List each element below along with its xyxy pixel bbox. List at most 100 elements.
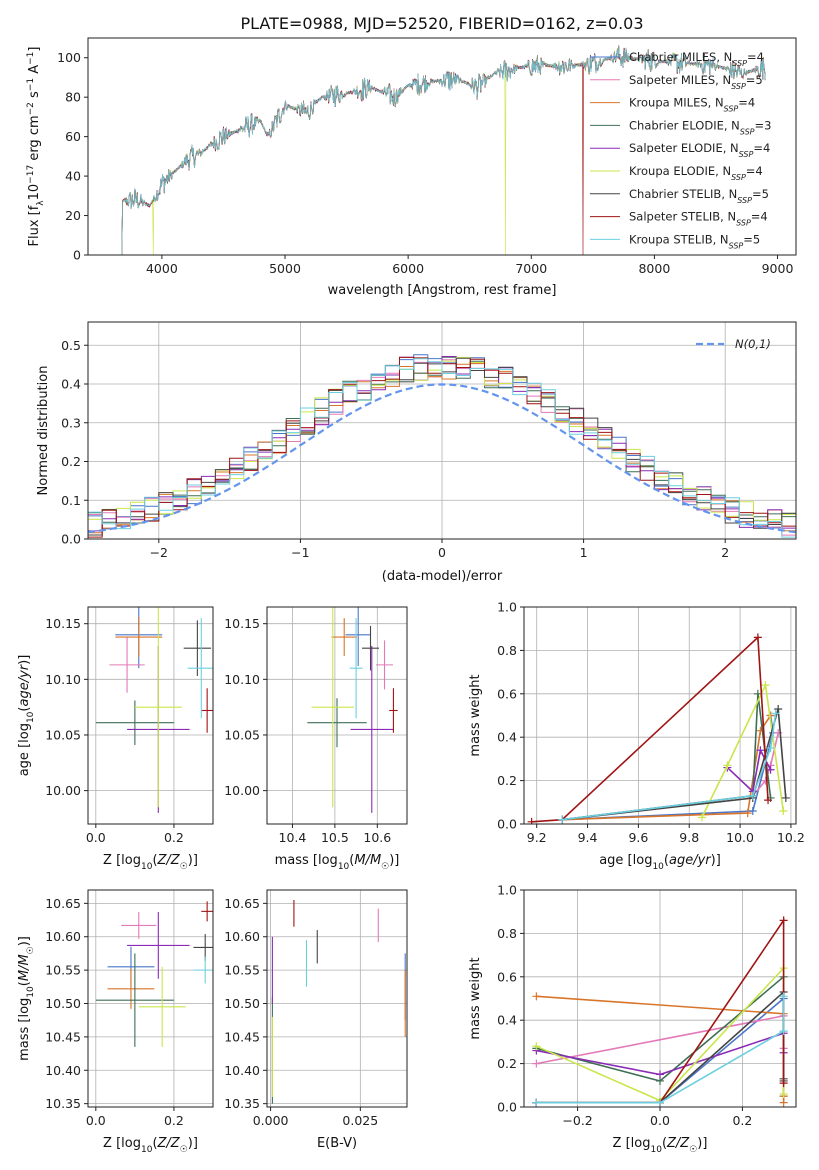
y-tick-label: 10.15 [224, 616, 260, 631]
label-part: age [log [17, 723, 32, 776]
plot-frame [87, 37, 797, 256]
weight-marker [532, 992, 541, 1001]
label-part: ( [17, 981, 32, 986]
mass-vs-metallicity-panel: 0.0 0.2 10.35 10.40 10.45 10.50 10.55 10.60 10.6… [17, 889, 214, 1155]
label-part: 10 [27, 184, 42, 201]
legend-text: Chabrier ELODIE, N [629, 118, 740, 132]
y-tick-label: 10.35 [45, 1096, 81, 1111]
spectrum-series-line [118, 46, 766, 255]
x-axis-label: wavelength [Angstrom, rest frame] [328, 283, 557, 298]
x-tick-label: 10.0 [726, 830, 754, 845]
y-tick-label: 10.05 [224, 727, 260, 742]
plot-frame [87, 606, 214, 825]
label-part: −2 [26, 102, 36, 115]
legend-label: Salpeter MILES, NSSP=5 [629, 73, 763, 91]
y-tick-label: 10.50 [45, 996, 81, 1011]
y-tick-label: 0.0 [497, 817, 517, 832]
axis-ticks: −2 −1 0 1 2 0.0 0.1 0.2 0.3 0.4 0.5 [61, 338, 729, 560]
legend-label: Salpeter ELODIE, NSSP=4 [629, 141, 770, 159]
label-part: 10 [141, 1145, 153, 1155]
label-part: −17 [26, 165, 36, 184]
weight-lines [532, 916, 788, 1107]
y-tick-label: 10.35 [224, 1096, 260, 1111]
label-part: erg cm [27, 115, 42, 164]
legend-text: Chabrier MILES, N [629, 50, 732, 64]
x-tick-label: 9.8 [679, 830, 699, 845]
legend-text: Kroupa ELODIE, N [629, 164, 731, 178]
grid-lines [88, 607, 213, 824]
legend-label: Kroupa MILES, NSSP=4 [629, 96, 755, 114]
y-tick-label: 0.0 [497, 1100, 517, 1115]
label-part: )] [711, 853, 721, 868]
label-part: ☉ [381, 862, 389, 872]
legend-text: Salpeter ELODIE, N [629, 141, 739, 155]
label-part: Z/Z [157, 853, 181, 868]
label-part: ☉ [689, 1145, 697, 1155]
label-part: Z/Z [666, 1136, 690, 1151]
x-tick-label: 10.6 [363, 830, 391, 845]
y-tick-label: 0.8 [497, 643, 517, 658]
weight-marker [656, 1098, 664, 1107]
y-tick-label: 0.4 [61, 377, 81, 392]
label-part: M/M [354, 853, 381, 868]
legend-text: =5 [752, 187, 769, 201]
weight-series-line [531, 635, 769, 823]
weight-marker [774, 704, 783, 713]
x-tick-label: −1 [291, 545, 309, 560]
x-tick-label: 1 [580, 545, 588, 560]
label-part: Z/Z [157, 1136, 181, 1151]
y-tick-label: 0.5 [61, 338, 81, 353]
label-part: 10 [650, 1145, 662, 1155]
normal-reference-curve [88, 383, 796, 534]
y-tick-label: 0.4 [497, 730, 517, 745]
x-axis-label: Z [log10(Z/Z☉)] [103, 853, 198, 872]
weight-marker [748, 791, 757, 800]
x-tick-label: 2 [721, 545, 729, 560]
y-axis-label: age [log10(age/yr)] [17, 655, 36, 777]
legend-label: N(0,1) [735, 337, 771, 351]
x-tick-label: 9.4 [578, 830, 598, 845]
figure-title: PLATE=0988, MJD=52520, FIBERID=0162, z=0… [240, 14, 643, 33]
x-tick-label: 6000 [392, 261, 424, 276]
legend-label: Chabrier ELODIE, NSSP=3 [629, 118, 771, 136]
weight-marker [748, 806, 757, 815]
weight-marker [779, 1027, 788, 1036]
label-part: mass weight [468, 957, 483, 1039]
plot-frame [266, 889, 408, 1108]
label-part: age/yr [669, 853, 712, 868]
weight-marker [756, 746, 765, 755]
y-axis-label: mass [log10(M/M☉)] [17, 936, 36, 1061]
y-tick-label: 10.10 [45, 672, 81, 687]
y-tick-label: 10.45 [224, 1029, 260, 1044]
grid-lines [267, 890, 407, 1107]
y-tick-label: 0.6 [497, 686, 517, 701]
label-part: age/yr [17, 663, 32, 706]
legend-text: =4 [738, 96, 755, 110]
x-tick-label: 0.0 [86, 1113, 106, 1128]
weight-marker [764, 796, 773, 805]
legend-text: =4 [747, 50, 764, 64]
x-tick-label: 9.2 [527, 830, 547, 845]
x-tick-label: 10.5 [321, 830, 349, 845]
y-tick-label: 10.55 [224, 963, 260, 978]
legend-sub: SSP [731, 81, 746, 90]
label-part: ☉ [26, 946, 36, 954]
label-part: )] [188, 853, 198, 868]
label-part: ] [27, 47, 42, 52]
y-tick-label: 10.50 [224, 996, 260, 1011]
label-part: (data-model)/error [382, 569, 503, 584]
label-part: )] [389, 853, 399, 868]
label-part: 10 [141, 862, 153, 872]
y-tick-label: 80 [65, 90, 81, 105]
legend-label: Chabrier STELIB, NSSP=5 [629, 187, 769, 205]
legend-sub: SSP [731, 173, 746, 182]
error-bars [95, 607, 213, 813]
legend-text: =3 [755, 118, 772, 132]
weight-marker [697, 813, 706, 822]
y-tick-label: 60 [65, 129, 81, 144]
spectrum-lines [118, 44, 766, 255]
legend-text: Chabrier STELIB, N [629, 187, 737, 201]
x-tick-label: 9.6 [628, 830, 648, 845]
x-tick-label: 0 [438, 545, 446, 560]
